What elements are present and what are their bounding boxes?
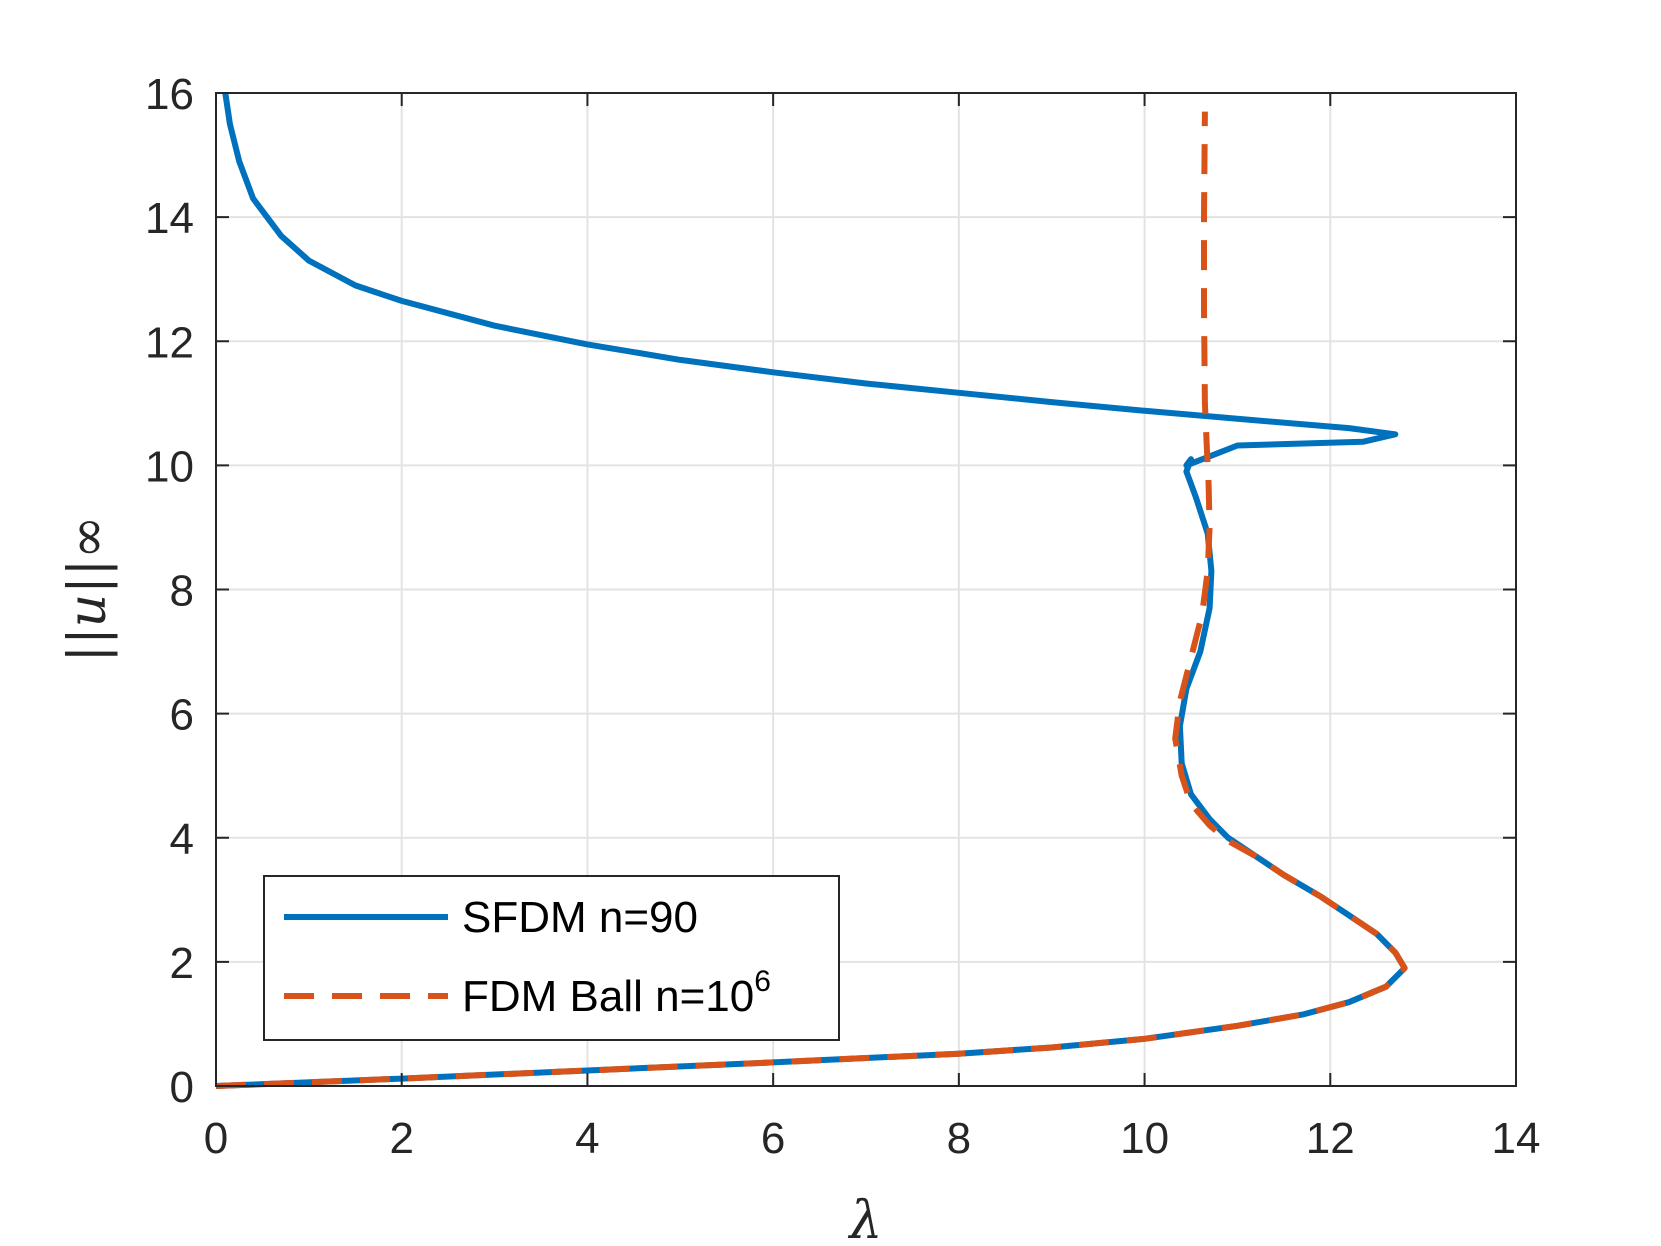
x-tick-label: 0 xyxy=(204,1114,228,1163)
x-tick-label: 6 xyxy=(761,1114,785,1163)
y-tick-label: 6 xyxy=(170,691,194,740)
legend: SFDM n=90 FDM Ball n=106 xyxy=(263,875,840,1041)
y-tick-label: 2 xyxy=(170,939,194,988)
y-tick-label: 16 xyxy=(145,70,194,119)
y-tick-label: 0 xyxy=(170,1063,194,1112)
x-tick-label: 14 xyxy=(1492,1114,1541,1163)
y-tick-label: 8 xyxy=(170,567,194,616)
y-axis-label: ||u||∞ xyxy=(58,516,118,663)
legend-label-fdm-ball: FDM Ball n=106 xyxy=(462,965,771,1021)
tick-labels: 0 2 4 6 8 10 12 14 0 2 4 6 8 10 12 14 16 xyxy=(145,70,1540,1163)
x-tick-label: 12 xyxy=(1306,1114,1355,1163)
x-tick-label: 4 xyxy=(575,1114,599,1163)
x-tick-label: 8 xyxy=(947,1114,971,1163)
y-tick-label: 14 xyxy=(145,194,194,243)
y-tick-label: 12 xyxy=(145,318,194,367)
series-line-fdm-ball xyxy=(215,111,1408,1089)
series-layer xyxy=(215,92,1408,1089)
ticks xyxy=(215,92,1517,1087)
y-tick-label: 4 xyxy=(170,815,194,864)
grid xyxy=(216,93,1516,1086)
legend-label-sfdm: SFDM n=90 xyxy=(462,893,698,942)
y-tick-label: 10 xyxy=(145,442,194,491)
legend-label-fdm-ball-exponent: 6 xyxy=(754,965,771,998)
legend-label-fdm-ball-base: FDM Ball n=10 xyxy=(462,972,754,1021)
x-axis-label: λ xyxy=(848,1191,883,1246)
legend-box xyxy=(263,875,840,1041)
x-tick-label: 10 xyxy=(1120,1114,1169,1163)
x-tick-label: 2 xyxy=(389,1114,413,1163)
